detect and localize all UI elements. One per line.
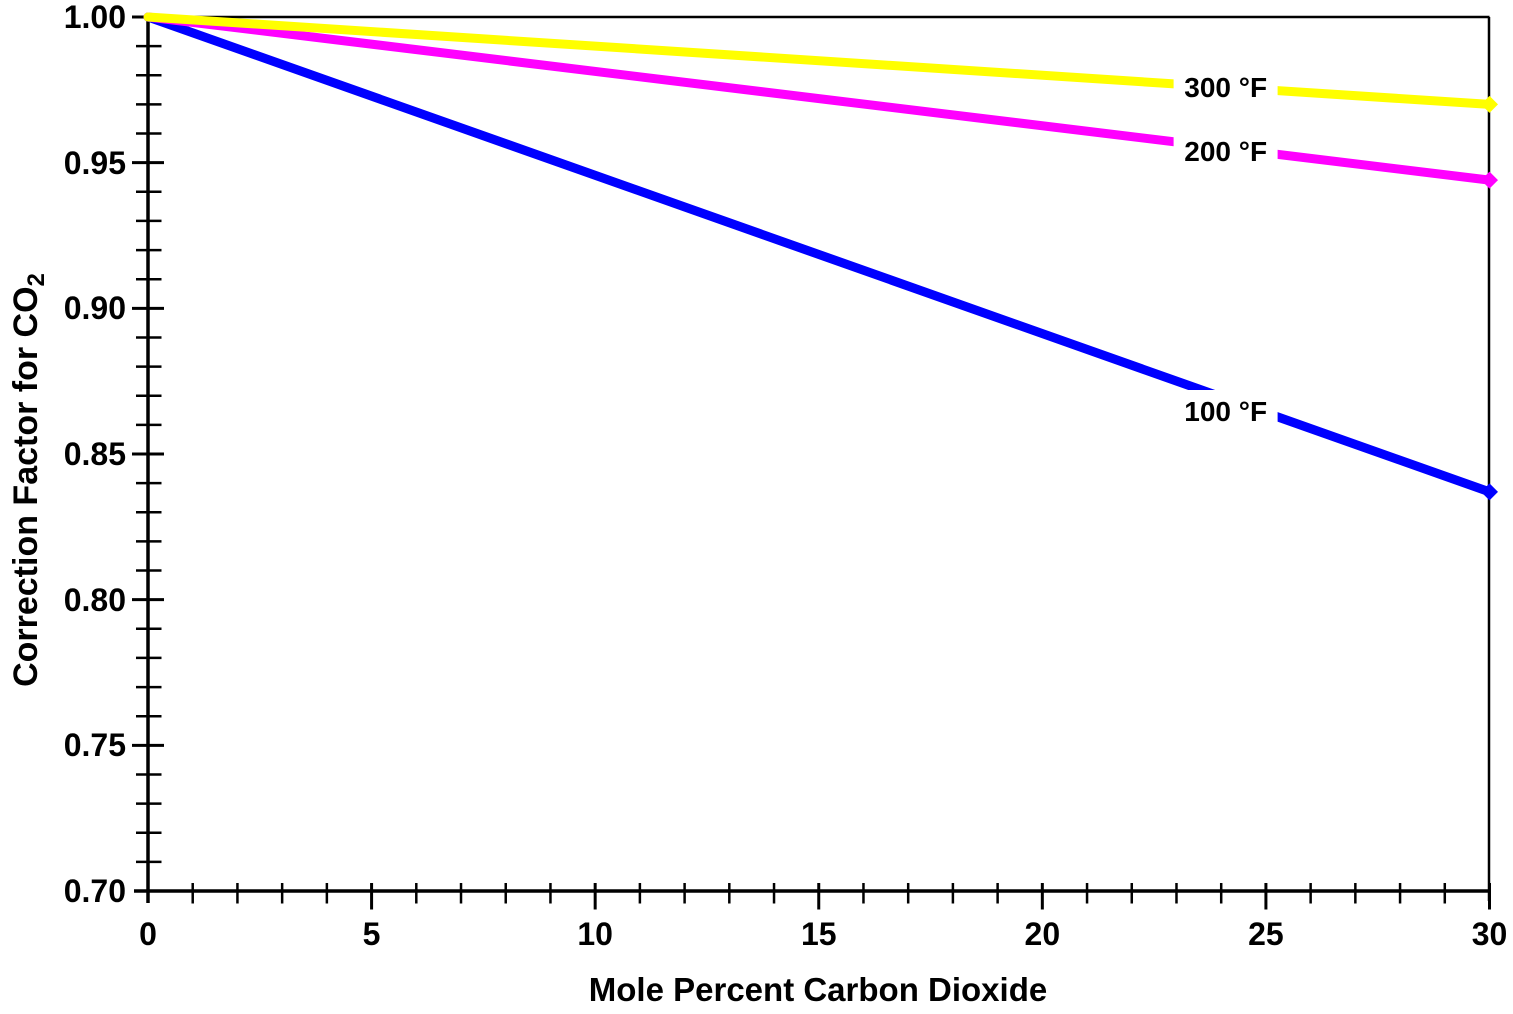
series-end-marker-100f bbox=[1481, 483, 1498, 501]
y-tick-label-0.95: 0.95 bbox=[63, 144, 126, 181]
y-tick-label-1.00: 1.00 bbox=[63, 0, 126, 35]
x-tick-label-15: 15 bbox=[800, 916, 837, 952]
series-label-100f: 100 °F bbox=[1173, 389, 1279, 434]
y-axis-title-text: Correction Factor for CO bbox=[7, 286, 45, 687]
series-label-300f: 300 °F bbox=[1173, 66, 1279, 111]
y-tick-label-0.70: 0.70 bbox=[63, 873, 126, 909]
y-tick-label-0.80: 0.80 bbox=[63, 581, 126, 618]
x-tick-label-25: 25 bbox=[1248, 916, 1284, 952]
y-tick-label-0.90: 0.90 bbox=[63, 290, 126, 327]
y-tick-label-0.85: 0.85 bbox=[63, 436, 126, 472]
x-tick-label-0: 0 bbox=[139, 916, 157, 952]
y-tick-label-0.75: 0.75 bbox=[63, 727, 126, 764]
x-tick-label-10: 10 bbox=[577, 916, 613, 952]
x-axis-title: Mole Percent Carbon Dioxide bbox=[588, 971, 1048, 1008]
y-axis-title-subscript: 2 bbox=[23, 273, 50, 287]
series-end-marker-300f bbox=[1481, 95, 1498, 113]
x-tick-label-5: 5 bbox=[362, 916, 381, 952]
series-line-200f bbox=[143, 12, 1494, 185]
x-tick-label-30: 30 bbox=[1471, 916, 1508, 952]
series-label-200f: 200 °F bbox=[1173, 130, 1279, 175]
x-tick-label-20: 20 bbox=[1024, 916, 1061, 952]
series-end-marker-200f bbox=[1481, 171, 1498, 189]
